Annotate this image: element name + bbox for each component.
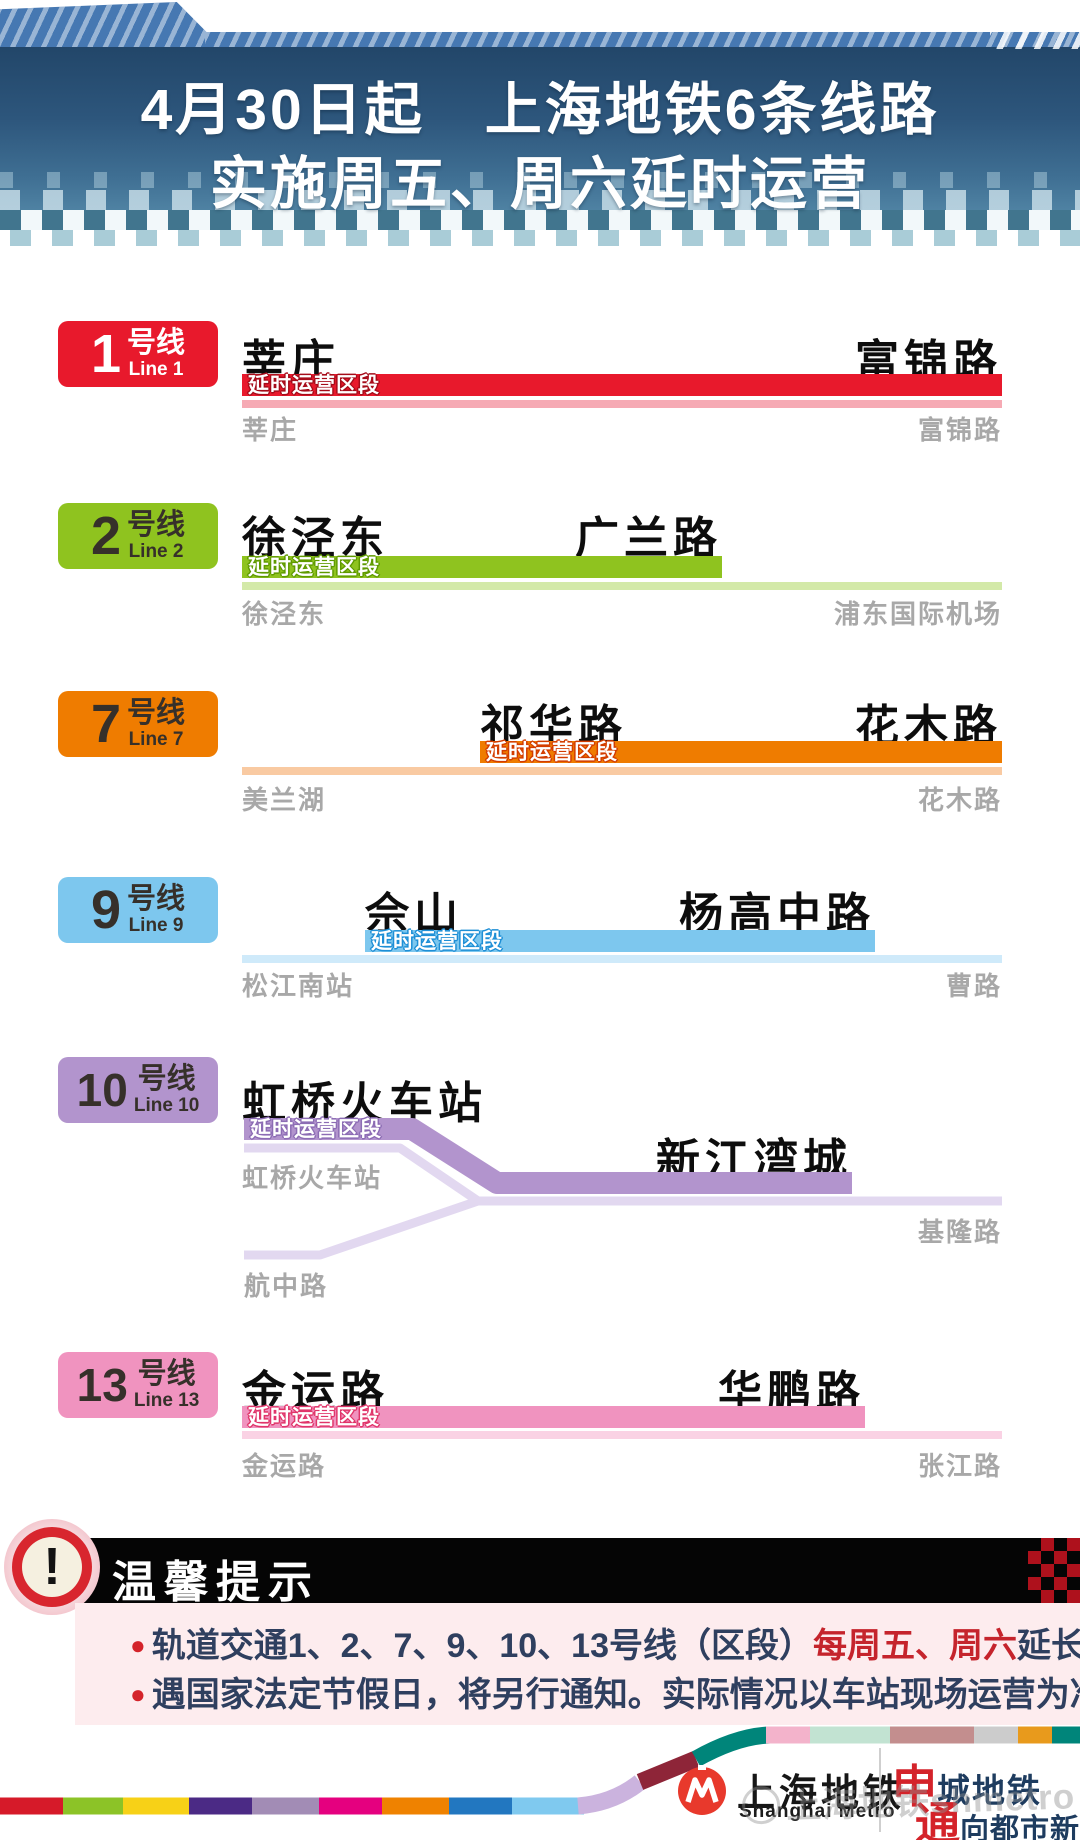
slogan-line1: 申 城地铁 [892,1750,1042,1815]
line1-badge: 1 号线 Line 1 [58,321,218,387]
line7-full-line-bar [242,767,1002,775]
line9-terminus-right: 曹路 [945,971,1002,1001]
line9-badge: 9 号线 Line 9 [58,877,218,943]
line13-terminus-left: 金运路 [242,1451,327,1481]
line7-badge: 7 号线 Line 7 [58,691,218,757]
line1-terminus-right: 富锦路 [917,415,1002,445]
line1-number: 1 [90,324,122,384]
line13-extended-segment-bar [242,1406,865,1428]
line2-english: Line 2 [128,541,184,562]
bullet-dot-icon: ● [130,1630,146,1660]
line1-full-line-bar [242,400,1002,408]
slogan2-red-char: 通 [915,1798,961,1840]
slogan2-rest: 向都市新生活 [960,1814,1080,1840]
checker-row-decor [10,230,1080,246]
line13-segment-label: 延时运营区段 [248,1406,380,1429]
line13-english: Line 13 [133,1390,200,1411]
footer-divider [879,1748,881,1832]
line13-suffix: 号线 [137,1358,196,1390]
line1-suffix: 号线 [127,327,186,359]
bullet1-text: 轨道交通1、2、7、9、10、13号线（区段） [151,1627,813,1665]
line7-number: 7 [90,694,122,754]
line13-terminus-right: 张江路 [917,1451,1002,1481]
line7-suffix: 号线 [127,697,186,729]
line7-english: Line 7 [128,729,184,750]
line10-badge: 10 号线 Line 10 [58,1057,218,1123]
line2-badge: 2 号线 Line 2 [58,503,218,569]
line9-full-line-bar [242,955,1002,963]
notice-panel: ●轨道交通1、2、7、9、10、13号线（区段）每周五、周六延长运营时间。 ●遇… [75,1603,1080,1725]
watermark-text: 上海地铁shmetro [785,1777,1076,1827]
line9-terminus-left: 松江南站 [242,971,355,1001]
checker-row-decor [0,190,1080,210]
line7-terminus-left: 美兰湖 [242,785,327,815]
line10-extended-segment-path [244,1118,852,1194]
line9-segment-label: 延时运营区段 [371,930,503,953]
line2-extended-segment-bar [242,556,722,578]
diagonal-stripes-band-decor [205,32,1080,47]
line7-terminus-right: 花木路 [917,785,1002,815]
line10-branch-diagram [244,1118,1002,1260]
slogan-line2: 通 向都市新生活 [915,1787,1080,1840]
diagonal-stripes-right-decor [990,22,1080,49]
header-banner: 4月30日起 上海地铁6条线路 实施周五、周六延时运营 [0,0,1080,260]
bullet1-highlight: 每周五、周六 [813,1627,1017,1665]
notice-title-bar [50,1538,1080,1603]
line7-segment-label: 延时运营区段 [486,741,618,764]
notice-bullet-1: ●轨道交通1、2、7、9、10、13号线（区段）每周五、周六延长运营时间。 [130,1621,1080,1670]
line13-badge: 13 号线 Line 13 [58,1352,218,1418]
line2-left-station: 徐泾东 [242,514,389,563]
poster-title-line1: 4月30日起 上海地铁6条线路 [140,78,940,142]
line10-branch-path [244,1196,480,1260]
logo-chinese-name: 上海地铁 [737,1773,906,1815]
line9-suffix: 号线 [127,883,186,915]
line9-extended-segment-bar [365,930,875,952]
checker-row-decor [0,210,1080,230]
notice-bullet-2: ● 遇国家法定节假日，将另行通知。实际情况以车站现场运营为准 [130,1670,1080,1719]
line10-terminus-right: 基隆路 [917,1217,1002,1247]
shanghai-metro-logo-icon [678,1765,726,1815]
line1-segment-label: 延时运营区段 [248,374,380,397]
line10-number: 10 [76,1064,128,1116]
line2-right-station: 广兰路 [575,514,722,563]
line2-terminus-right: 浦东国际机场 [833,599,1002,629]
line2-segment-label: 延时运营区段 [248,556,380,579]
line9-english: Line 9 [128,915,184,936]
line2-number: 2 [90,506,122,566]
line9-number: 9 [90,880,122,940]
line10-full-line-path [244,1143,1002,1206]
bullet-dot-icon: ● [130,1679,146,1709]
line10-suffix: 号线 [137,1063,196,1095]
line10-segment-label: 延时运营区段 [250,1118,382,1141]
line13-number: 13 [76,1359,128,1411]
metro-lines-ribbon [0,1726,1080,1815]
line2-suffix: 号线 [127,509,186,541]
line1-extended-segment-bar [242,374,1002,396]
notice-title: 温馨提示 [112,1558,320,1607]
line13-full-line-bar [242,1431,1002,1439]
line10-terminus-branch: 航中路 [244,1271,329,1301]
bullet2-text: 遇国家法定节假日，将另行通知。实际情况以车站现场运营为准 [151,1676,1080,1714]
slogan1-red-char: 申 [892,1761,938,1812]
diagonal-stripes-left-decor [0,2,208,47]
bullet1-tail: 延长运营时间。 [1017,1627,1080,1665]
slogan1-rest: 城地铁 [937,1772,1043,1809]
line1-terminus-left: 莘庄 [242,415,299,445]
warning-exclamation-icon: ! [22,1537,82,1597]
checker-row-decor [0,172,1080,188]
logo-english-name: Shanghai Metro [739,1801,896,1822]
poster-title-line2: 实施周五、周六延时运营 [210,152,870,216]
exclamation-mark: ! [43,1538,61,1596]
line10-english: Line 10 [133,1095,200,1116]
line2-terminus-left: 徐泾东 [242,599,327,629]
line7-extended-segment-bar [480,741,1002,763]
line2-full-line-bar [242,582,1002,590]
line10-terminus-left: 虹桥火车站 [242,1163,383,1193]
line1-english: Line 1 [128,359,184,380]
red-checker-decor [1028,1538,1080,1603]
watermark-logo-icon [741,1784,781,1825]
